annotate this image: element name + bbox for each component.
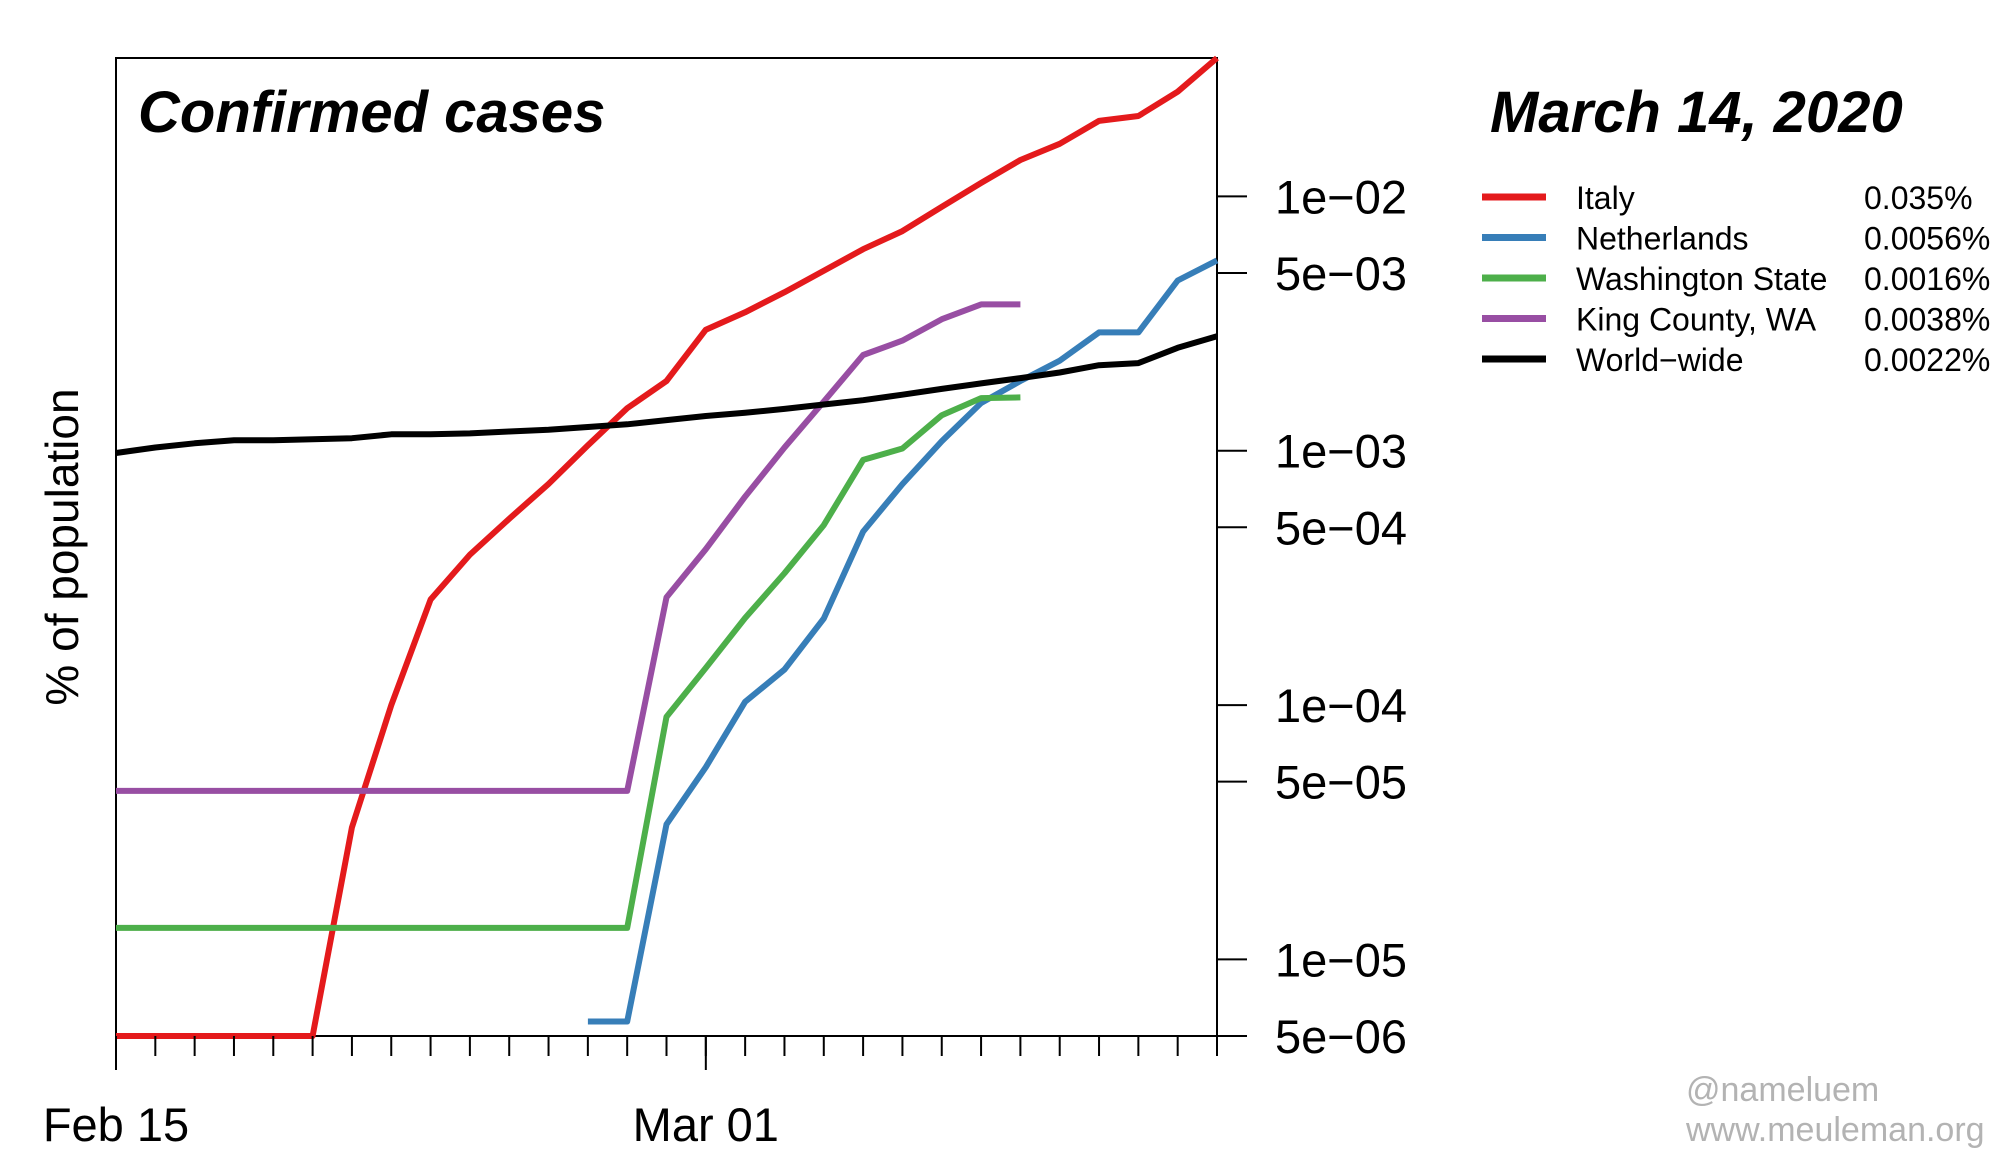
y-axis: 1e−02 5e−03 1e−03 5e−04 1e−04 5e−05 1e−05 5e−06 xyxy=(1217,170,1407,1063)
x-axis: Feb 15 Mar 01 xyxy=(43,1036,1218,1151)
series-line-world-wide xyxy=(115,333,1218,456)
legend-value: 0.0056% xyxy=(1864,221,1990,257)
y-axis-label: % of population xyxy=(36,388,88,705)
y-tick-label: 5e−03 xyxy=(1275,247,1407,300)
date-label: March 14, 2020 xyxy=(1490,80,1903,145)
legend-value: 0.035% xyxy=(1864,180,1973,216)
series-line-netherlands xyxy=(587,257,1219,1025)
legend-label: Washington State xyxy=(1576,261,1827,297)
y-tick-label: 1e−04 xyxy=(1275,679,1407,732)
legend: Italy 0.035% Netherlands 0.0056% Washington … xyxy=(1482,180,1990,378)
chart-title: Confirmed cases xyxy=(138,80,605,145)
y-tick-label: 1e−02 xyxy=(1275,170,1407,223)
legend-label: Italy xyxy=(1576,180,1635,216)
plot-area xyxy=(115,55,1219,1039)
legend-value: 0.0038% xyxy=(1864,302,1990,338)
series-line-washington-state xyxy=(116,394,1021,931)
credit-handle: @nameluem xyxy=(1686,1071,1879,1109)
series-line-italy xyxy=(116,55,1219,1039)
y-tick-label: 1e−03 xyxy=(1275,425,1407,478)
y-tick-label: 5e−04 xyxy=(1275,501,1407,554)
series-line-king-county-wa xyxy=(116,301,1021,794)
y-tick-label: 5e−05 xyxy=(1275,756,1407,809)
legend-label: Netherlands xyxy=(1576,221,1749,257)
legend-value: 0.0016% xyxy=(1864,261,1990,297)
series-layer xyxy=(115,55,1219,1039)
credit-site: www.meuleman.org xyxy=(1685,1111,1985,1149)
legend-label: World−wide xyxy=(1576,342,1743,378)
x-tick-label: Feb 15 xyxy=(43,1098,189,1151)
y-tick-label: 1e−05 xyxy=(1275,933,1407,986)
legend-value: 0.0022% xyxy=(1864,342,1990,378)
legend-label: King County, WA xyxy=(1576,302,1817,338)
y-tick-label: 5e−06 xyxy=(1275,1010,1407,1063)
x-tick-label: Mar 01 xyxy=(633,1098,779,1151)
plot-frame xyxy=(115,57,1218,1037)
